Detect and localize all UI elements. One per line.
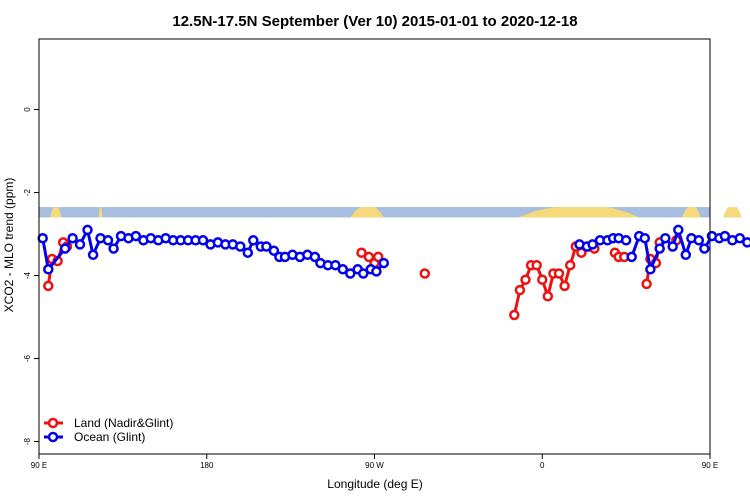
land-point-1-3 [372, 251, 384, 263]
ocean-point-2-7 [673, 224, 684, 236]
ocean-point-0-41 [337, 264, 349, 275]
ocean-point-1-2 [587, 239, 598, 250]
ocean-point-0-46 [371, 266, 382, 277]
legend-item-ocean: Ocean (Glint) [44, 430, 145, 444]
legend-ocean-marker [47, 431, 59, 443]
ocean-point-2-0 [626, 251, 637, 263]
ocean-point-2-10 [693, 235, 705, 246]
land-point-2-0 [419, 268, 431, 279]
x-axis-label: Longitude (deg E) [327, 477, 422, 491]
y-tick-label-2: -4 [23, 271, 32, 279]
land-point-3-0 [509, 309, 520, 321]
land-point-5-0 [641, 278, 652, 290]
ocean-point-0-21 [197, 235, 209, 246]
ocean-point-0-12 [130, 230, 142, 242]
y-axis-label: XCO2 - MLO trend (ppm) [2, 178, 16, 313]
x-tick-label-0: 90 E [31, 461, 47, 470]
ocean-point-2-11 [699, 243, 710, 254]
land-mask-band [39, 207, 742, 218]
x-tick-label-4: 90 E [702, 461, 718, 470]
land-point-1-1 [363, 251, 375, 263]
ocean-point-1-7 [620, 235, 632, 246]
ocean-point-0-30 [261, 241, 272, 252]
ocean-point-2-2 [639, 232, 651, 244]
land-point-3-8 [553, 268, 565, 279]
land-point-3-9 [559, 280, 570, 292]
land-patch-0 [50, 207, 62, 218]
legend: Land (Nadir&Glint) Ocean (Glint) [44, 416, 173, 444]
ocean-point-2-3 [645, 264, 656, 275]
ocean-point-0-42 [345, 268, 356, 279]
land-patch-2 [350, 207, 384, 218]
plot-frame [38, 38, 711, 455]
ocean-point-0-6 [87, 249, 99, 261]
legend-land-marker [47, 417, 59, 429]
ocean-point-0-1 [43, 264, 54, 275]
series-ocean [37, 224, 750, 279]
ocean-point-0-9 [108, 243, 119, 254]
ocean-point-2-8 [680, 249, 692, 261]
ocean-point-2-16 [734, 232, 746, 244]
ocean-point-2-6 [667, 241, 678, 252]
ocean-point-0-31 [268, 245, 280, 256]
y-tick-label-1: -2 [23, 188, 32, 196]
ocean-point-0-47 [378, 257, 390, 269]
land-patch-5 [723, 207, 742, 218]
ocean-point-0-26 [235, 241, 246, 252]
land-point-3-2 [520, 274, 531, 285]
ocean-point-0-0 [37, 232, 48, 244]
land-point-1-0 [356, 247, 367, 258]
ocean-point-2-14 [719, 230, 731, 242]
y-tick-label-4: -8 [23, 437, 32, 445]
ocean-point-2-5 [660, 232, 671, 244]
y-tick-label-3: -6 [23, 354, 32, 362]
land-point-3-4 [531, 259, 542, 271]
land-point-0-0 [43, 280, 54, 292]
legend-land-label: Land (Nadir&Glint) [74, 416, 173, 430]
ocean-point-0-4 [74, 239, 86, 250]
land-patch-4 [682, 207, 701, 218]
land-point-3-10 [564, 259, 576, 271]
x-tick-label-2: 90 W [365, 461, 384, 470]
x-tick-label-1: 180 [200, 461, 214, 470]
ocean-point-2-17 [742, 237, 750, 248]
ocean-point-0-5 [82, 224, 93, 236]
legend-item-land: Land (Nadir&Glint) [44, 416, 173, 430]
ocean-point-0-40 [330, 259, 341, 271]
land-point-3-1 [514, 284, 526, 296]
y-tick-label-0: 0 [23, 107, 32, 112]
land-patch-3 [518, 207, 640, 218]
ocean-point-0-8 [102, 235, 114, 246]
land-point-3-5 [537, 274, 548, 285]
series-layer [37, 224, 750, 321]
ocean-point-0-3 [67, 232, 78, 244]
ocean-point-0-27 [242, 247, 254, 258]
legend-ocean-label: Ocean (Glint) [74, 430, 145, 444]
ocean-point-0-28 [248, 235, 259, 246]
x-tick-label-3: 0 [540, 461, 545, 470]
ocean-point-2-4 [654, 243, 665, 254]
axes-layer: 90 E 180 90 W 0 90 E 0 -2 -4 -6 -8 [23, 107, 718, 470]
ocean-point-0-37 [309, 251, 321, 263]
land-patch-1 [98, 207, 103, 218]
ocean-point-0-2 [59, 243, 71, 254]
chart-title: 12.5N-17.5N September (Ver 10) 2015-01-0… [172, 13, 577, 30]
ocean-point-0-44 [358, 268, 369, 279]
land-point-3-6 [542, 291, 554, 302]
